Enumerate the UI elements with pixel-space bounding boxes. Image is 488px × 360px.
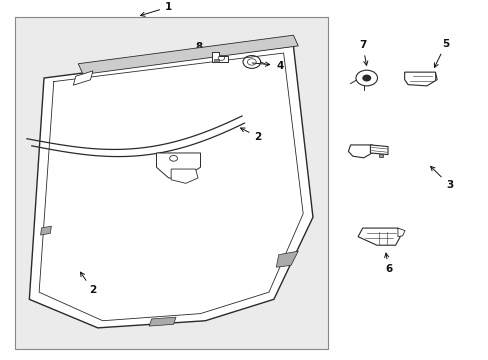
Polygon shape (149, 317, 176, 326)
Text: 1: 1 (141, 2, 172, 16)
Polygon shape (41, 226, 51, 235)
Polygon shape (171, 169, 198, 183)
Text: 4: 4 (252, 60, 283, 71)
Polygon shape (276, 251, 298, 267)
Polygon shape (156, 153, 200, 178)
Polygon shape (73, 71, 93, 85)
Text: 8: 8 (195, 42, 216, 53)
Polygon shape (211, 52, 227, 62)
Polygon shape (78, 35, 298, 75)
Polygon shape (347, 145, 374, 158)
Text: 5: 5 (433, 39, 448, 67)
Polygon shape (404, 72, 436, 86)
Text: 7: 7 (358, 40, 367, 65)
Text: 6: 6 (384, 253, 391, 274)
Polygon shape (370, 145, 387, 154)
Polygon shape (29, 46, 312, 328)
Bar (15, 17, 327, 349)
Text: 2: 2 (240, 128, 261, 142)
Polygon shape (379, 154, 382, 157)
Text: 2: 2 (80, 272, 96, 296)
Polygon shape (357, 228, 400, 245)
Polygon shape (213, 59, 219, 62)
Text: 3: 3 (430, 166, 452, 190)
Circle shape (362, 75, 370, 81)
Polygon shape (397, 228, 404, 237)
